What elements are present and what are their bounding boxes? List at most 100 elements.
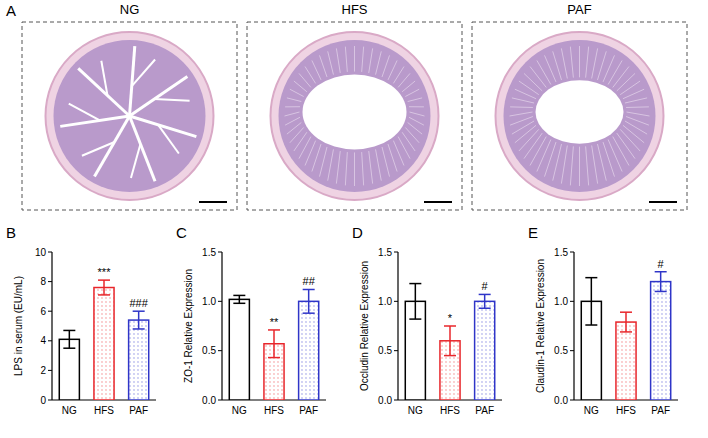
panel-letter: D	[352, 224, 363, 241]
crypt	[570, 47, 573, 78]
crypt	[579, 147, 580, 186]
crypt	[305, 67, 316, 84]
crypt	[608, 140, 622, 172]
crypt	[285, 106, 300, 107]
lumen-fold	[131, 144, 140, 178]
crypt	[510, 117, 533, 126]
lumen-fold	[132, 60, 155, 87]
y-tick-label: 0.5	[202, 345, 216, 356]
y-tick	[570, 350, 574, 351]
crypt	[597, 144, 606, 181]
crypt	[294, 132, 307, 151]
crypt	[603, 55, 615, 82]
crypt	[537, 140, 551, 172]
crypt	[320, 147, 328, 177]
y-tick-label: 1.0	[202, 296, 216, 307]
crypt	[592, 48, 598, 78]
crypt	[354, 46, 355, 72]
marks	[405, 284, 494, 400]
marks	[229, 289, 318, 400]
y-axis	[573, 252, 574, 400]
crypt	[328, 149, 334, 180]
y-tick-label: 2	[40, 365, 46, 376]
crypt	[408, 98, 422, 102]
crypt	[290, 89, 304, 96]
crypt	[625, 121, 647, 134]
lumen-fold	[158, 125, 179, 154]
crypt	[570, 146, 573, 185]
histology	[496, 32, 664, 200]
panel-letter: C	[176, 224, 187, 241]
image-frame	[247, 22, 462, 210]
lumen-fold	[130, 77, 188, 116]
crypt	[613, 137, 629, 166]
error-bar	[303, 289, 315, 313]
error-bar	[585, 278, 597, 325]
y-tick	[570, 400, 574, 401]
crypt	[382, 55, 390, 77]
image-label: NG	[120, 2, 140, 17]
crypt	[545, 55, 557, 82]
bar	[616, 322, 636, 400]
colon-wall	[496, 32, 664, 200]
crypt	[312, 60, 321, 79]
crypt	[285, 112, 300, 116]
crypt	[336, 48, 340, 73]
significance: ###	[129, 297, 148, 309]
crypt	[617, 133, 635, 159]
image-frame	[472, 22, 687, 210]
histology	[46, 32, 214, 200]
crypt	[299, 137, 311, 159]
y-tick	[570, 301, 574, 302]
y-tick-label: 1.5	[202, 247, 216, 258]
y-tick	[394, 252, 398, 253]
y-tick-label: 4	[40, 335, 46, 346]
x-tick-label: HFS	[94, 405, 114, 416]
marks	[581, 272, 670, 400]
error-bar	[409, 284, 421, 320]
crypt	[369, 151, 373, 184]
y-axis	[397, 252, 398, 400]
bar	[475, 301, 495, 400]
lumen-fold	[130, 116, 156, 181]
y-tick-label: 0.5	[378, 345, 392, 356]
crypt	[545, 142, 557, 177]
error-bar	[133, 311, 145, 329]
lumen	[536, 80, 624, 143]
crypt	[287, 122, 301, 134]
scale-bar	[424, 201, 452, 203]
significance: #	[658, 258, 665, 270]
crypt	[393, 141, 404, 166]
lumen	[303, 75, 407, 150]
crypt	[519, 81, 539, 95]
y-tick-label: 0	[40, 395, 46, 406]
crypt	[561, 145, 567, 183]
crypt	[345, 47, 347, 72]
crypt	[530, 67, 546, 88]
y-axis-title: LPS in serum (EU/mL)	[13, 276, 24, 376]
lumen-fold	[130, 46, 135, 116]
crypt	[626, 106, 649, 108]
y-axis-title: Occludin Relative Expression	[359, 261, 370, 391]
crypt	[515, 125, 536, 143]
x-tick-label: PAF	[651, 405, 670, 416]
crypt	[592, 145, 598, 183]
y-tick-label: 8	[40, 276, 46, 287]
crypt	[519, 129, 539, 151]
marks	[59, 280, 148, 400]
lumen-fold	[130, 116, 197, 137]
error-bar	[620, 312, 632, 332]
crypt	[579, 46, 580, 77]
colon-wall	[271, 32, 439, 200]
y-axis	[221, 252, 222, 400]
crypt	[312, 144, 321, 171]
crypt	[285, 117, 300, 125]
x-tick-label: HFS	[616, 405, 636, 416]
x-tick-label: NG	[62, 405, 77, 416]
x-tick-label: HFS	[264, 405, 284, 416]
y-tick	[218, 252, 222, 253]
crypt	[393, 67, 404, 84]
crypt	[586, 47, 589, 78]
crypt	[586, 146, 589, 185]
scale-bar	[199, 201, 227, 203]
